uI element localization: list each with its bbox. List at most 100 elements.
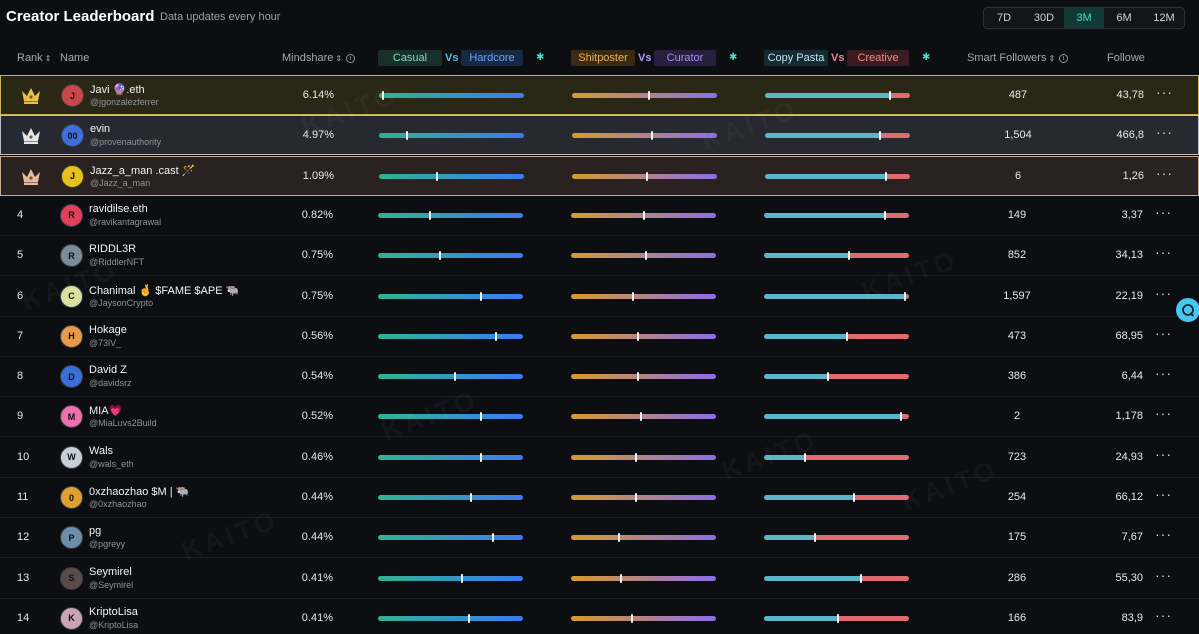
creator-name[interactable]: 0xzhaozhao $M | 🐃 (89, 486, 190, 498)
table-row[interactable]: 5 R RIDDL3R @RiddlerNFT 0.75% 852 34,13 ··· (0, 236, 1199, 277)
creator-handle: @MiaLuvs2Build (89, 418, 157, 429)
settings-icon[interactable]: ✱ (922, 52, 931, 63)
more-options-icon[interactable]: ··· (1155, 203, 1172, 220)
table-row[interactable]: 13 S Seymirel @Seymirel 0.41% 286 55,30 ··· (0, 559, 1199, 599)
more-options-icon[interactable]: ··· (1155, 405, 1172, 422)
casual-hardcore-bar (378, 533, 523, 543)
column-followers[interactable]: Followe (1107, 52, 1145, 64)
settings-icon[interactable]: ✱ (729, 52, 738, 63)
creator-name[interactable]: Seymirel (89, 565, 132, 578)
more-options-icon[interactable]: ··· (1156, 164, 1173, 181)
column-mindshare[interactable]: Mindshare ⇕ i (282, 52, 356, 64)
table-row[interactable]: 6 C Chanimal 🤞 $FAME $APE 🐃 @JaysonCrypto 0.… (0, 277, 1199, 317)
column-smart-followers[interactable]: Smart Followers ⇕ i (967, 52, 1069, 64)
smart-followers-value: 1,597 (1003, 289, 1031, 302)
smart-followers-value: 386 (1007, 370, 1027, 383)
creator-name[interactable]: pg (89, 525, 102, 538)
crown-icon (22, 88, 40, 104)
period-12m[interactable]: 12M (1153, 12, 1175, 24)
casual-hardcore-marker (479, 412, 482, 422)
table-row[interactable]: 14 K KriptoLisa @KriptoLisa 0.41% 166 83,9 ··· (0, 599, 1199, 634)
more-options-icon[interactable]: ··· (1155, 526, 1172, 543)
casual-hardcore-marker (439, 251, 442, 261)
avatar[interactable]: K (60, 606, 83, 630)
shitposter-curator-bar (571, 533, 716, 543)
more-options-icon[interactable]: ··· (1155, 486, 1172, 502)
followers-value: 1,178 (1115, 410, 1143, 423)
creative-label: Creative (847, 50, 909, 66)
more-options-icon[interactable]: ··· (1155, 566, 1172, 583)
creator-name[interactable]: Wals (89, 444, 114, 457)
avatar[interactable]: D (60, 365, 83, 389)
followers-value: 6,44 (1121, 370, 1143, 383)
avatar[interactable]: H (60, 324, 83, 348)
shitposter-curator-marker (632, 291, 635, 301)
more-options-icon[interactable]: ··· (1156, 124, 1173, 141)
avatar[interactable]: W (60, 445, 83, 469)
copy-creative-marker (836, 613, 839, 623)
copy-creative-marker (814, 533, 817, 543)
chat-button[interactable] (1176, 298, 1199, 322)
avatar[interactable]: 0 (60, 486, 83, 509)
column-rank[interactable]: Rank ⇕ (17, 52, 52, 64)
avatar[interactable]: J (61, 164, 84, 188)
more-options-icon[interactable]: ··· (1155, 244, 1172, 261)
table-row[interactable]: J Jazz_a_man .cast 🪄 @Jazz_a_man 1.09% 6 1,26… (0, 155, 1199, 196)
table-row[interactable]: 7 H Hokage @73lV_ 0.56% 473 68,95 ··· (0, 317, 1199, 357)
period-30d[interactable]: 30D (1033, 12, 1055, 24)
settings-icon[interactable]: ✱ (536, 52, 545, 63)
creator-name[interactable]: David Z (89, 364, 127, 377)
avatar[interactable]: C (60, 284, 83, 308)
mindshare-value: 0.82% (301, 208, 333, 221)
creator-name[interactable]: KriptoLisa (89, 605, 138, 618)
shitposter-curator-bar (571, 493, 716, 502)
creator-handle: @KriptoLisa (89, 619, 139, 630)
shitposter-curator-bar (571, 331, 716, 341)
info-icon[interactable]: i (1059, 54, 1069, 63)
avatar[interactable]: S (60, 566, 83, 590)
table-row[interactable]: 9 M MIA💗 @MiaLuvs2Build 0.52% 2 1,178 ··· (0, 397, 1199, 438)
followers-value: 66,12 (1115, 491, 1143, 503)
more-options-icon[interactable]: ··· (1155, 606, 1172, 623)
casual-hardcore-marker (495, 331, 498, 341)
period-3m[interactable]: 3M (1064, 8, 1104, 28)
copy-creative-bar (764, 452, 909, 462)
smart-followers-value: 286 (1007, 571, 1027, 584)
table-row[interactable]: 11 0 0xzhaozhao $M | 🐃 @0xzhaozhao 0.44% 254 6… (0, 478, 1199, 518)
creator-name[interactable]: Hokage (89, 323, 127, 336)
casual-hardcore-marker (429, 210, 432, 220)
more-options-icon[interactable]: ··· (1155, 445, 1172, 462)
copy-creative-marker (899, 412, 902, 422)
period-7d[interactable]: 7D (996, 12, 1012, 24)
smart-followers-value: 166 (1007, 611, 1027, 624)
more-options-icon[interactable]: ··· (1155, 324, 1172, 341)
creator-name[interactable]: ravidilse.eth (89, 202, 148, 215)
creator-name[interactable]: Jazz_a_man .cast 🪄 (90, 164, 196, 177)
followers-value: 3,37 (1121, 208, 1143, 221)
avatar[interactable]: R (60, 244, 83, 268)
more-options-icon[interactable]: ··· (1156, 84, 1173, 100)
table-row[interactable]: 8 D David Z @davidsrz 0.54% 386 6,44 ··· (0, 357, 1199, 398)
avatar[interactable]: 00 (61, 124, 84, 148)
creator-name[interactable]: Javi 🔮.eth (90, 84, 145, 96)
creator-name[interactable]: RIDDL3R (89, 243, 137, 256)
avatar[interactable]: J (61, 84, 84, 107)
table-row[interactable]: 00 evin @provenauthority 4.97% 1,504 466,8 ··· (0, 115, 1199, 156)
followers-value: 22,19 (1115, 289, 1143, 302)
table-row[interactable]: 10 W Wals @wals_eth 0.46% 723 24,93 ··· (0, 438, 1199, 478)
avatar[interactable]: R (60, 203, 83, 227)
creator-handle: @73lV_ (89, 337, 122, 348)
table-row[interactable]: J Javi 🔮.eth @jgonzalezferrer 6.14% 487 43,78… (0, 75, 1199, 115)
creator-name[interactable]: MIA💗 (89, 405, 123, 418)
creator-name[interactable]: Chanimal 🤞 $FAME $APE 🐃 (89, 284, 240, 297)
avatar[interactable]: M (60, 405, 83, 429)
rank-number: 4 (17, 208, 24, 221)
period-6m[interactable]: 6M (1116, 12, 1132, 24)
creator-name[interactable]: evin (90, 123, 111, 136)
info-icon[interactable]: i (346, 54, 356, 63)
more-options-icon[interactable]: ··· (1155, 365, 1172, 382)
more-options-icon[interactable]: ··· (1155, 284, 1172, 301)
avatar[interactable]: P (60, 526, 83, 550)
